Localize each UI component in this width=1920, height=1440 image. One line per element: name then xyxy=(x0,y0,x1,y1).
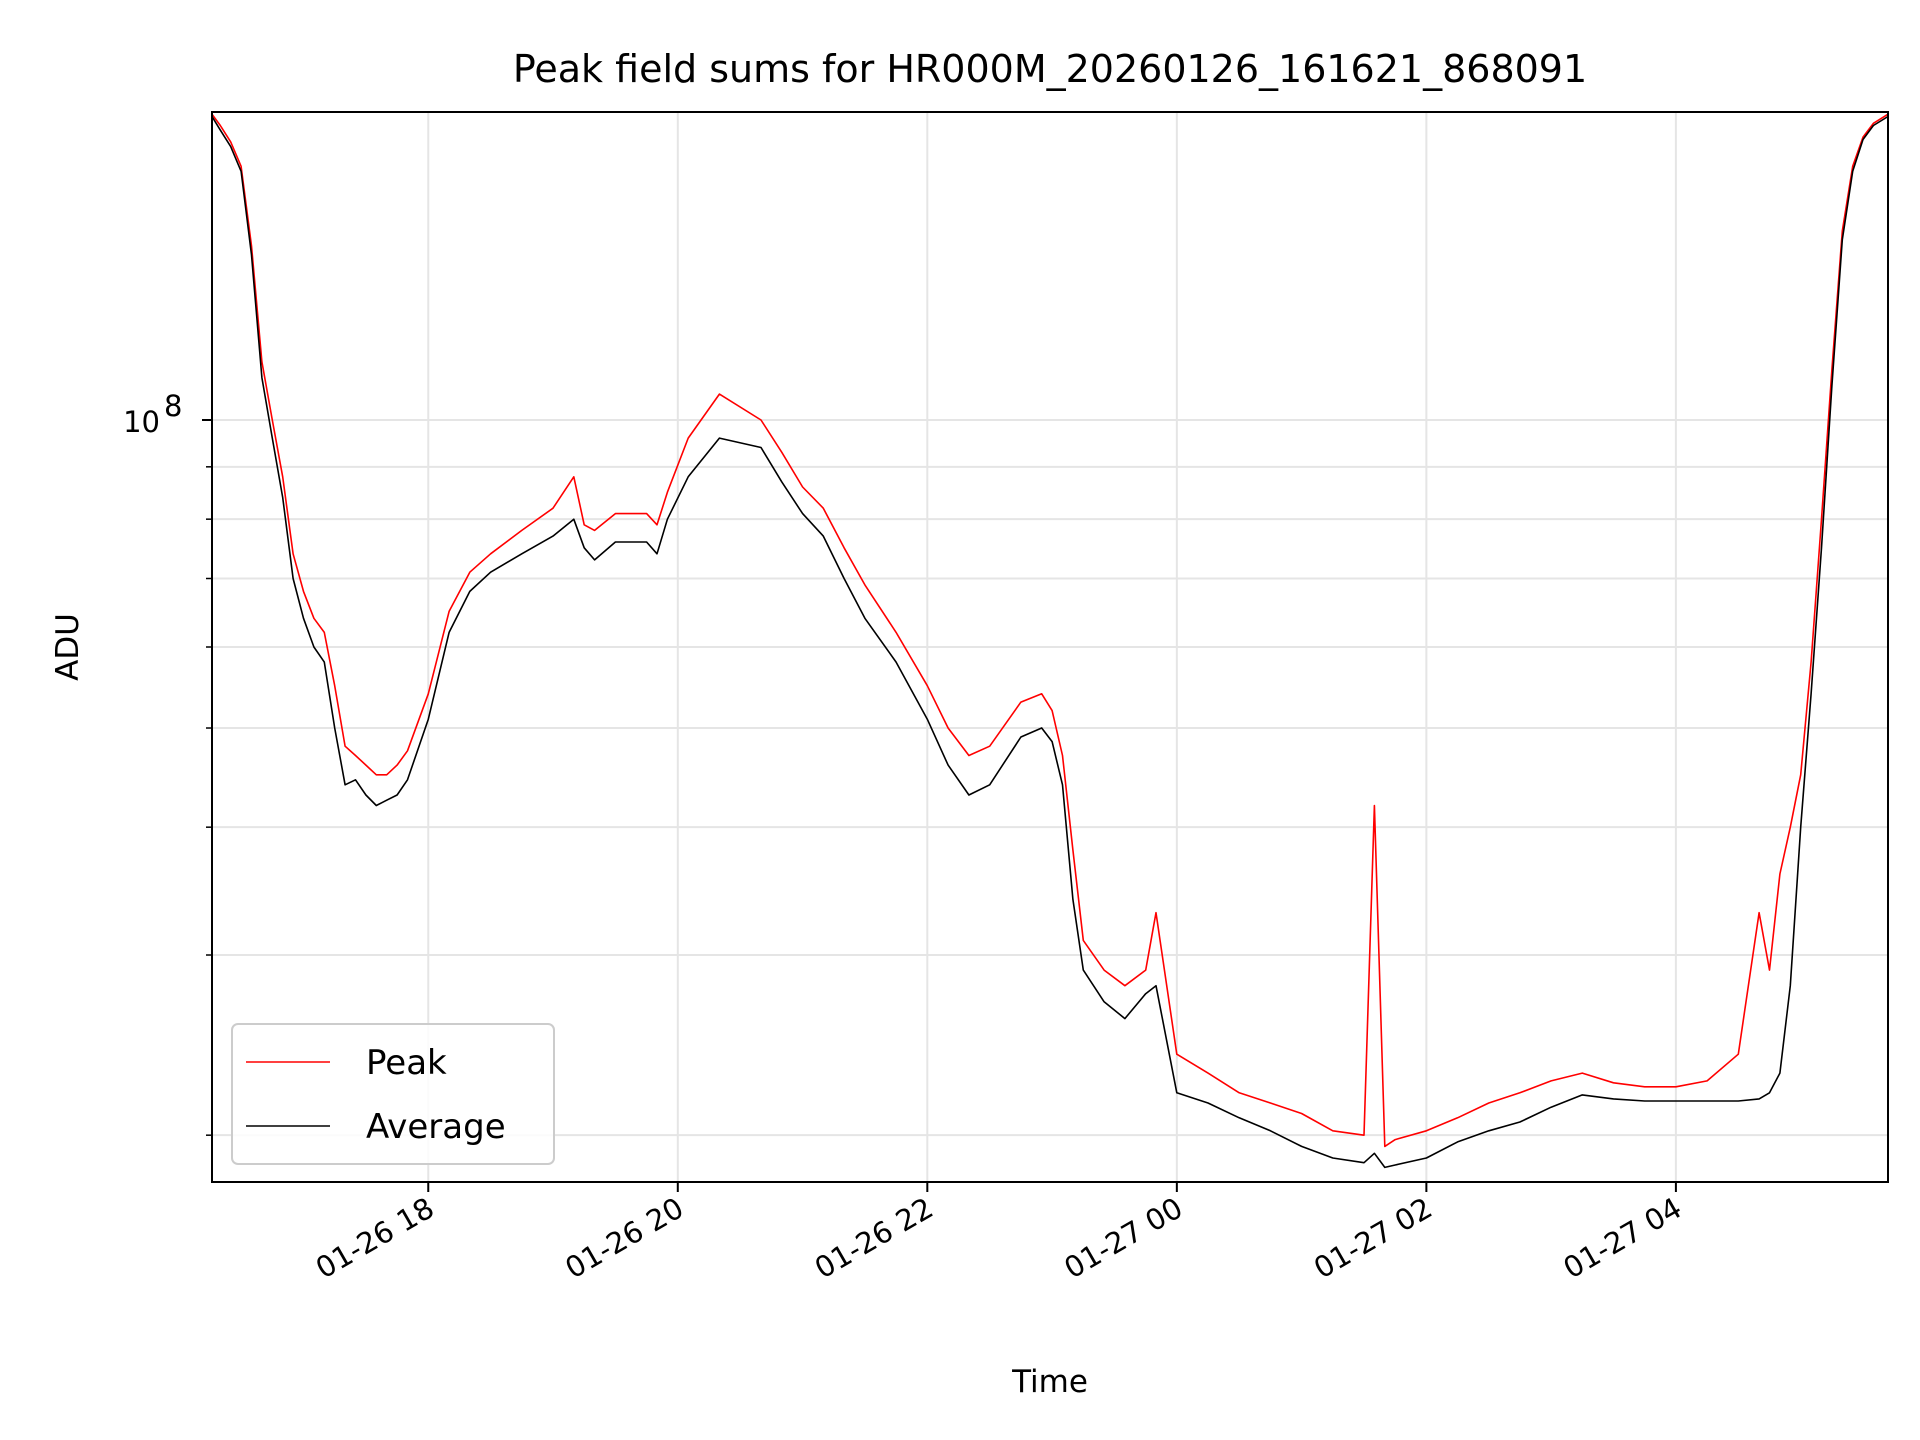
y-tick-label-exponent: 8 xyxy=(164,389,182,423)
legend-label-average: Average xyxy=(366,1107,506,1147)
legend-box xyxy=(231,1023,555,1165)
series-line-average xyxy=(211,115,1889,1169)
legend: Peak Average xyxy=(231,1023,555,1165)
series-line-peak xyxy=(211,113,1889,1148)
y-axis-label: ADU xyxy=(50,613,86,681)
chart-title: Peak field sums for HR000M_20260126_1616… xyxy=(513,47,1587,91)
series-lines xyxy=(211,113,1889,1169)
y-tick-label: 10 xyxy=(123,405,160,439)
legend-label-peak: Peak xyxy=(366,1043,447,1083)
x-axis-label: Time xyxy=(1011,1364,1088,1400)
grid-lines xyxy=(212,112,1888,1182)
